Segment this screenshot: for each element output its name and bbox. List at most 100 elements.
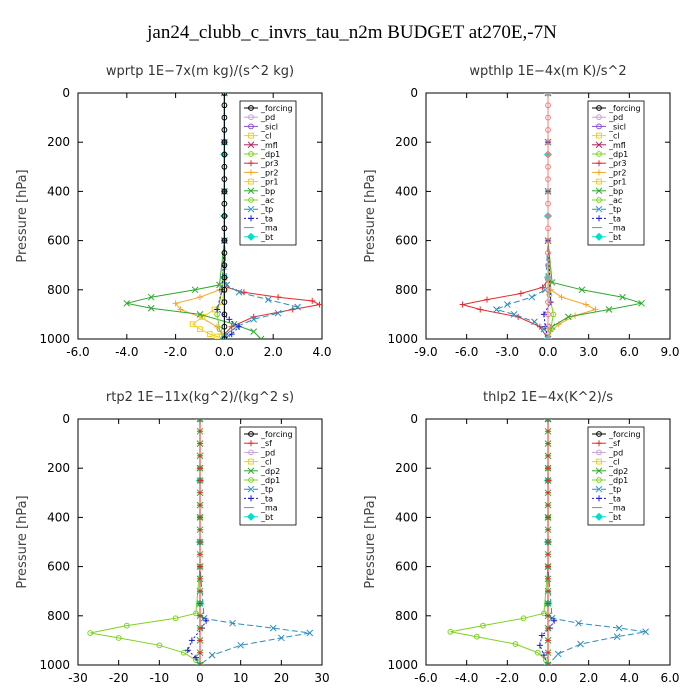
legend-marker <box>248 169 254 176</box>
legend-marker <box>248 160 254 167</box>
legend-entry: _bt <box>260 233 273 242</box>
series-marker-tp <box>264 296 272 303</box>
y-tick-label: 0 <box>62 86 70 100</box>
x-tick-label: -20 <box>109 671 129 685</box>
legend-entry: _ta <box>260 494 273 503</box>
legend-marker <box>595 141 603 149</box>
chart-panel-2: wpthlp 1E−4x(m K)/s^2 -9.0 -6.0 -3.0 0.0 3.0 6… <box>363 64 680 359</box>
series-marker-forcing <box>221 286 228 293</box>
series-marker-sf <box>197 452 203 459</box>
x-tick-label: 6.0 <box>620 345 639 359</box>
series-marker-sf <box>545 539 551 545</box>
legend-marker <box>595 485 603 493</box>
series-marker-pr3 <box>275 294 282 301</box>
series-marker-sf <box>545 502 551 509</box>
legend-entry: _forcing <box>260 104 293 113</box>
x-tick-label: 0.0 <box>538 671 557 685</box>
y-tick-label: 200 <box>395 135 418 149</box>
legend-marker <box>247 467 255 475</box>
y-axis-label: Pressure [hPa] <box>15 495 30 588</box>
series-marker-sf <box>197 588 203 595</box>
series-marker-dp1 <box>545 102 551 109</box>
series-marker-pr3 <box>316 301 322 308</box>
legend-entry: _cl <box>608 458 620 467</box>
y-tick-label: 600 <box>47 560 70 574</box>
legend-marker <box>248 197 254 203</box>
legend-entry: _forcing <box>260 430 293 439</box>
series-marker-pr3 <box>484 296 490 303</box>
y-tick-label: 400 <box>395 184 418 198</box>
series-marker-forcing <box>221 274 228 281</box>
legend-marker <box>248 495 254 502</box>
legend-entry: _tp <box>608 485 621 494</box>
y-tick-label: 400 <box>47 184 70 198</box>
series-marker-sf <box>545 600 551 607</box>
legend-entry: _ac <box>260 196 274 205</box>
legend-marker <box>596 477 602 483</box>
series-marker-tp <box>531 318 538 326</box>
series-marker-ta <box>188 637 195 644</box>
series-marker-ta <box>214 306 221 313</box>
series-marker-ta <box>184 647 191 654</box>
series-marker-dp1 <box>545 213 551 219</box>
series-marker-tp <box>503 301 511 308</box>
series-marker-dp1 <box>123 622 130 629</box>
series-marker-ta <box>203 617 210 624</box>
x-tick-label: 9.0 <box>660 345 679 359</box>
legend-marker <box>594 512 604 521</box>
series-marker-sf <box>545 452 551 459</box>
legend-entry: _pr3 <box>608 159 626 168</box>
series-marker-bp <box>619 293 626 301</box>
x-tick-label: 4.0 <box>620 671 639 685</box>
panel-title: wpthlp 1E−4x(m K)/s^2 <box>469 64 626 79</box>
legend-marker <box>596 215 602 222</box>
series-marker-forcing <box>221 102 228 109</box>
legend-marker <box>596 132 602 139</box>
legend-marker <box>596 431 602 437</box>
series-marker-forcing <box>221 250 228 256</box>
y-tick-label: 800 <box>395 609 418 623</box>
x-tick-label: 3.0 <box>579 345 598 359</box>
legend: _forcing_sf_pd_cl_dp2_dp1_tp_ta_ma_bt <box>587 426 645 526</box>
legend-entry: _pd <box>260 448 275 457</box>
y-tick-label: 1000 <box>39 332 70 346</box>
legend-entry: _ta <box>608 494 621 503</box>
series-marker-sf <box>545 489 551 496</box>
legend-marker <box>596 169 602 176</box>
legend-entry: _sf <box>260 439 272 448</box>
series-marker-dp1 <box>545 323 551 330</box>
series-marker-pr3 <box>459 301 466 308</box>
series-marker-forcing <box>221 163 228 170</box>
legend-entry: _bt <box>260 513 273 522</box>
x-tick-label: 4.0 <box>312 345 331 359</box>
series-marker-sf <box>545 551 551 558</box>
series-marker-dp1 <box>545 311 551 318</box>
legend-entry: _mfl <box>260 141 278 150</box>
series-marker-sf <box>545 440 551 447</box>
series-marker-forcing <box>221 213 228 219</box>
x-tick-label: -6.0 <box>414 671 437 685</box>
series-marker-sf <box>545 477 551 484</box>
series-marker-sf <box>197 612 203 619</box>
series-marker-dp2 <box>196 661 204 665</box>
series-marker-sf <box>197 563 203 570</box>
x-tick-label: 6.0 <box>660 671 679 685</box>
legend-entry: _forcing <box>608 430 641 439</box>
series-marker-dp1 <box>447 628 454 635</box>
series-marker-bp <box>196 311 204 318</box>
legend-marker <box>595 205 603 213</box>
legend-entry: _pd <box>608 113 623 122</box>
legend-entry: _tp <box>608 205 621 214</box>
legend-entry: _tp <box>260 485 273 494</box>
legend-marker <box>247 485 255 493</box>
series-marker-pr2 <box>558 294 565 301</box>
series-marker-sf <box>197 539 203 545</box>
legend-entry: _cl <box>260 458 272 467</box>
series-marker-dp1 <box>545 151 551 158</box>
series-marker-sf <box>545 419 551 422</box>
legend-marker <box>596 178 602 185</box>
legend-marker <box>596 105 602 111</box>
legend-entry: _bp <box>260 187 275 196</box>
legend-marker <box>248 178 254 185</box>
series-marker-dp1 <box>545 336 551 339</box>
